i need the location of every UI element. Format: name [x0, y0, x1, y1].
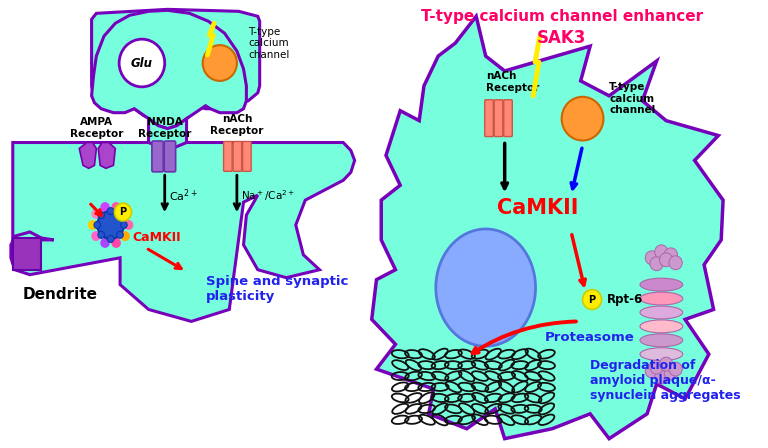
Text: P: P [119, 207, 127, 217]
Circle shape [203, 45, 237, 81]
Circle shape [121, 221, 127, 228]
FancyBboxPatch shape [152, 141, 164, 172]
Text: Degradation of
amyloid plaque/α-
synuclein aggregates: Degradation of amyloid plaque/α- synucle… [590, 359, 741, 402]
Text: Glu: Glu [131, 56, 153, 69]
FancyBboxPatch shape [164, 141, 176, 172]
Text: CaMKII: CaMKII [497, 198, 578, 218]
Circle shape [117, 211, 124, 219]
FancyBboxPatch shape [243, 142, 251, 171]
Circle shape [660, 253, 673, 267]
Circle shape [664, 366, 677, 380]
Text: Rpt-6: Rpt-6 [607, 293, 644, 306]
Polygon shape [13, 238, 41, 270]
Circle shape [91, 209, 101, 219]
Text: nACh
Receptor: nACh Receptor [210, 114, 263, 136]
FancyBboxPatch shape [495, 100, 503, 137]
Circle shape [91, 231, 101, 241]
Circle shape [561, 97, 604, 141]
Ellipse shape [640, 278, 683, 291]
Ellipse shape [640, 320, 683, 333]
Circle shape [88, 220, 98, 230]
Polygon shape [148, 109, 177, 155]
Polygon shape [91, 10, 247, 129]
Circle shape [108, 207, 114, 215]
Circle shape [654, 245, 668, 259]
Circle shape [114, 203, 131, 221]
Polygon shape [11, 142, 355, 321]
Text: T-type
calcium
channel: T-type calcium channel [248, 26, 290, 60]
Circle shape [124, 220, 134, 230]
Text: CaMKII: CaMKII [132, 232, 181, 245]
Circle shape [645, 364, 658, 378]
Ellipse shape [640, 348, 683, 361]
FancyBboxPatch shape [223, 142, 232, 171]
Circle shape [108, 236, 114, 242]
Text: AMPA
Receptor: AMPA Receptor [70, 117, 123, 138]
Text: T-type calcium channel enhancer: T-type calcium channel enhancer [421, 9, 703, 24]
Circle shape [669, 256, 682, 270]
Circle shape [101, 202, 110, 212]
Ellipse shape [640, 334, 683, 347]
FancyBboxPatch shape [504, 100, 512, 137]
Text: nACh
Receptor: nACh Receptor [485, 71, 539, 93]
Circle shape [98, 211, 104, 219]
Circle shape [101, 238, 110, 248]
FancyBboxPatch shape [485, 100, 493, 137]
FancyBboxPatch shape [233, 142, 242, 171]
Text: NMDA
Receptor: NMDA Receptor [138, 117, 191, 138]
Text: T-type
calcium
channel: T-type calcium channel [609, 82, 655, 116]
Ellipse shape [435, 229, 535, 346]
Circle shape [94, 221, 101, 228]
Circle shape [650, 360, 664, 374]
Polygon shape [91, 9, 260, 119]
Circle shape [117, 231, 124, 238]
Circle shape [121, 209, 130, 219]
Circle shape [645, 251, 658, 265]
Text: Dendrite: Dendrite [22, 287, 98, 302]
Text: Proteasome: Proteasome [545, 331, 634, 344]
Polygon shape [79, 142, 96, 168]
Circle shape [111, 238, 121, 248]
Text: Na$^+$/Ca$^{2+}$: Na$^+$/Ca$^{2+}$ [240, 188, 295, 203]
Ellipse shape [640, 292, 683, 305]
Circle shape [111, 202, 121, 212]
Circle shape [654, 370, 668, 384]
Text: SAK3: SAK3 [537, 29, 586, 47]
Circle shape [98, 231, 104, 238]
Text: Spine and synaptic
plasticity: Spine and synaptic plasticity [206, 275, 348, 303]
Polygon shape [372, 16, 723, 439]
Circle shape [121, 231, 130, 241]
Circle shape [650, 257, 664, 271]
Circle shape [119, 39, 164, 87]
Text: P: P [588, 294, 596, 305]
Text: Ca$^{2+}$: Ca$^{2+}$ [168, 187, 197, 203]
Polygon shape [98, 142, 115, 168]
Ellipse shape [640, 306, 683, 319]
Circle shape [98, 211, 124, 239]
Circle shape [664, 248, 677, 262]
Circle shape [583, 289, 601, 310]
Polygon shape [148, 119, 187, 151]
Circle shape [669, 362, 682, 376]
Circle shape [660, 357, 673, 371]
